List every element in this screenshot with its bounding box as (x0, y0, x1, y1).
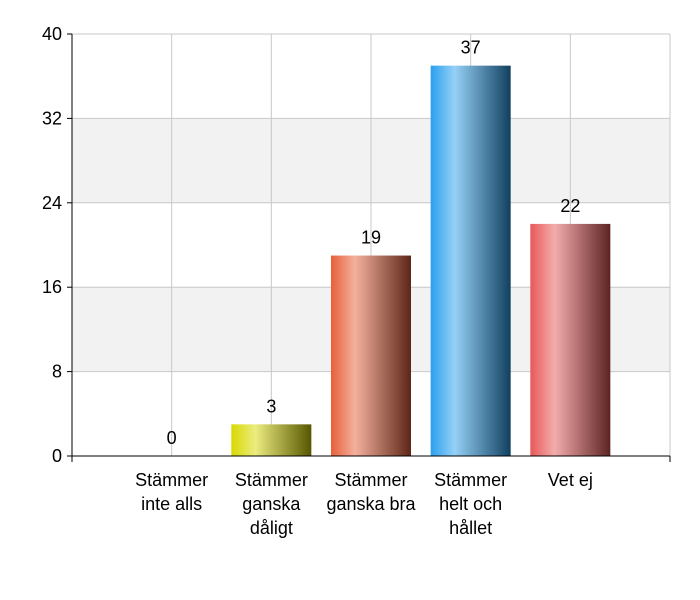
x-tick-label: Stämmer ganska dåligt (234, 470, 308, 538)
x-tick-label: Stämmer helt och hållet (434, 470, 508, 538)
y-tick-label: 16 (42, 277, 62, 297)
x-tick-label: Stämmer ganska bra (326, 470, 416, 514)
data-label: 19 (361, 228, 381, 248)
bar (530, 223, 611, 456)
y-tick-label: 8 (52, 362, 62, 382)
x-tick-label: Vet ej (547, 470, 593, 490)
y-tick-label: 24 (42, 193, 62, 213)
y-tick-label: 0 (52, 446, 62, 466)
y-tick-label: 32 (42, 108, 62, 128)
data-label: 22 (560, 196, 580, 216)
bar (331, 255, 411, 456)
x-tick-label: Stämmer inte alls (135, 470, 209, 514)
data-label: 37 (461, 38, 481, 58)
bar (430, 65, 511, 457)
data-label: 3 (266, 396, 276, 416)
data-label: 0 (167, 428, 177, 448)
bar (231, 424, 312, 456)
y-tick-label: 40 (42, 24, 62, 44)
